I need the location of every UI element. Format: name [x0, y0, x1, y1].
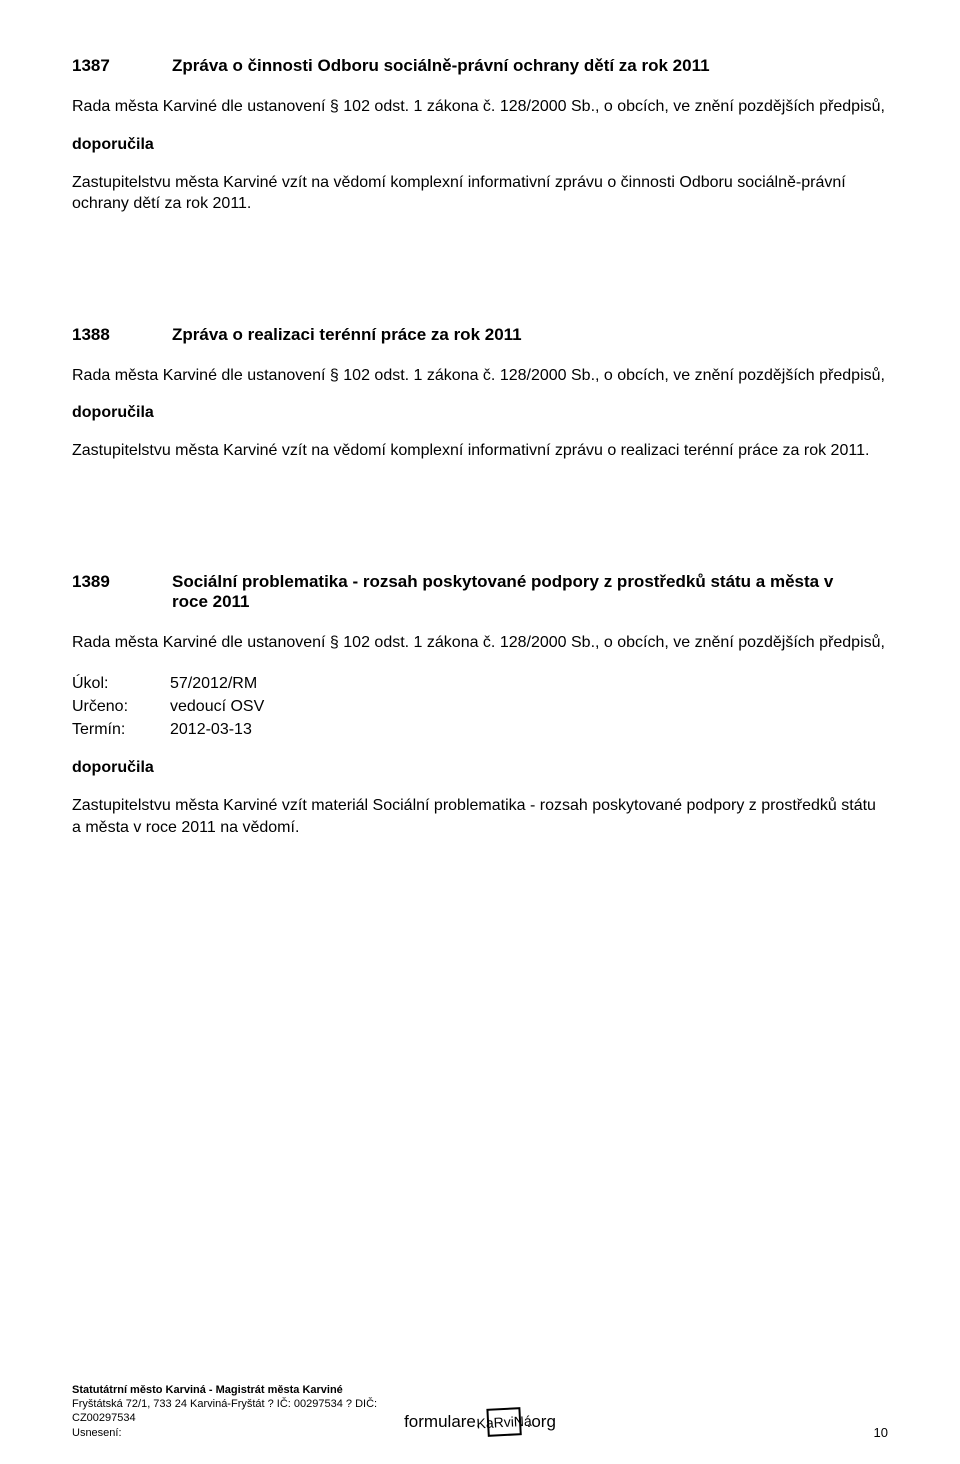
preamble-text: Rada města Karviné dle ustanovení § 102 … — [72, 365, 888, 387]
resolution-1388: 1388 Zpráva o realizaci terénní práce za… — [72, 325, 888, 462]
page: 1387 Zpráva o činnosti Odboru sociálně-p… — [0, 0, 960, 1464]
meta-row-termin: Termín: 2012-03-13 — [72, 718, 888, 741]
resolution-title: Zpráva o realizaci terénní práce za rok … — [172, 325, 522, 345]
footer-logo: formulare. KaRviNá .org — [404, 1408, 556, 1436]
logo-wrap: formulare. KaRviNá .org — [404, 1408, 556, 1436]
footer-left: Statutátrní město Karviná - Magistrát mě… — [72, 1383, 377, 1440]
footer-res: Usnesení: — [72, 1426, 377, 1440]
resolution-body: Zastupitelstvu města Karviné vzít na věd… — [72, 172, 888, 215]
meta-label: Určeno: — [72, 695, 170, 718]
heading-1389: 1389 Sociální problematika - rozsah posk… — [72, 572, 888, 612]
footer-org: Statutátrní město Karviná - Magistrát mě… — [72, 1383, 377, 1397]
meta-value: 57/2012/RM — [170, 672, 257, 695]
meta-label: Termín: — [72, 718, 170, 741]
action-word: doporučila — [72, 759, 888, 777]
resolution-body: Zastupitelstvu města Karviné vzít materi… — [72, 795, 888, 838]
heading-1388: 1388 Zpráva o realizaci terénní práce za… — [72, 325, 888, 345]
logo-box-icon: KaRviNá — [486, 1407, 521, 1437]
page-number: 10 — [874, 1425, 888, 1440]
meta-value: 2012-03-13 — [170, 718, 252, 741]
meta-label: Úkol: — [72, 672, 170, 695]
resolution-1387: 1387 Zpráva o činnosti Odboru sociálně-p… — [72, 56, 888, 215]
footer-address: Fryštátská 72/1, 733 24 Karviná-Fryštát … — [72, 1397, 377, 1411]
resolution-title: Sociální problematika - rozsah poskytova… — [172, 572, 872, 612]
resolution-number: 1388 — [72, 325, 118, 345]
resolution-number: 1389 — [72, 572, 118, 612]
page-footer: Statutátrní město Karviná - Magistrát mě… — [72, 1383, 888, 1440]
meta-row-urceno: Určeno: vedoucí OSV — [72, 695, 888, 718]
resolution-body: Zastupitelstvu města Karviné vzít na věd… — [72, 440, 888, 462]
meta-block: Úkol: 57/2012/RM Určeno: vedoucí OSV Ter… — [72, 672, 888, 742]
action-word: doporučila — [72, 136, 888, 154]
resolution-number: 1387 — [72, 56, 118, 76]
action-word: doporučila — [72, 404, 888, 422]
resolution-1389: 1389 Sociální problematika - rozsah posk… — [72, 572, 888, 838]
meta-row-ukol: Úkol: 57/2012/RM — [72, 672, 888, 695]
preamble-text: Rada města Karviné dle ustanovení § 102 … — [72, 632, 888, 654]
logo-text-left: formulare. — [404, 1412, 481, 1432]
preamble-text: Rada města Karviné dle ustanovení § 102 … — [72, 96, 888, 118]
meta-value: vedoucí OSV — [170, 695, 264, 718]
resolution-title: Zpráva o činnosti Odboru sociálně-právní… — [172, 56, 710, 76]
heading-1387: 1387 Zpráva o činnosti Odboru sociálně-p… — [72, 56, 888, 76]
footer-ic: CZ00297534 — [72, 1411, 377, 1425]
